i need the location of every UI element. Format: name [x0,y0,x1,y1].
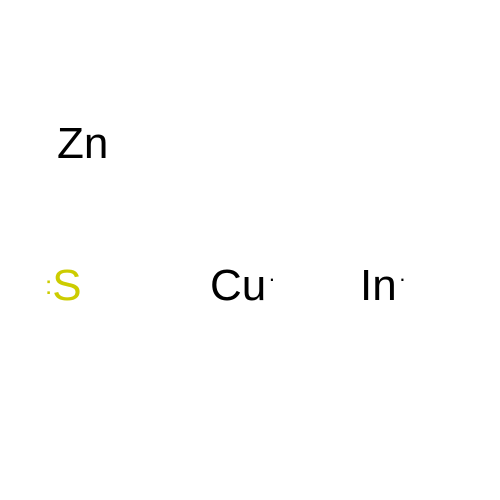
element-zinc: Zn [57,122,108,166]
element-indium: In· [360,264,406,308]
element-sulfur-label: S [52,261,81,310]
copper-radical: · [268,266,275,291]
element-copper-label: Cu [210,261,266,310]
element-zinc-label: Zn [57,119,108,168]
element-indium-label: In [360,261,397,310]
element-sulfur: :S [45,264,82,308]
indium-radical: · [399,266,406,291]
element-copper: Cu· [210,264,276,308]
